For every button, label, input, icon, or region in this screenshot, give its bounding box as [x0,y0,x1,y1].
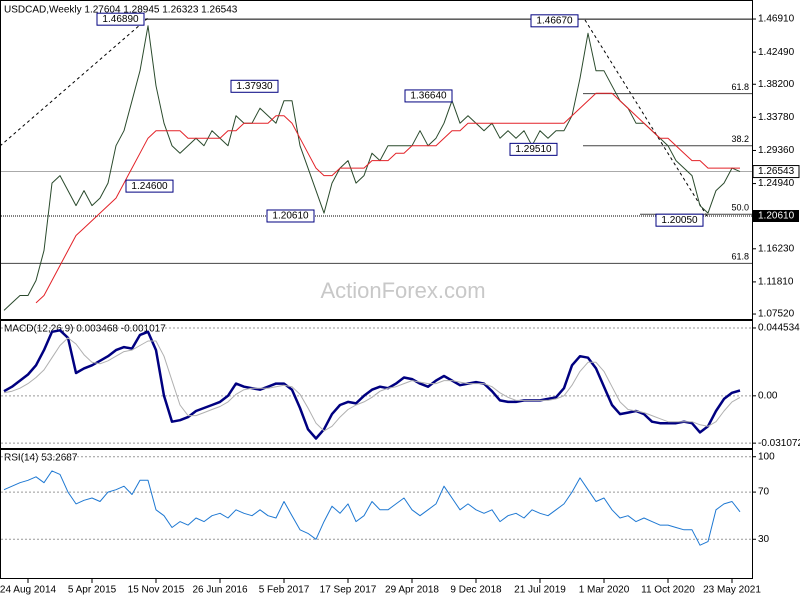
x-tick-label: 26 Jun 2016 [192,585,247,596]
y-tick-label: 1.24940 [758,178,795,189]
panel-title: MACD(12,26,9) 0.003468 -0.001017 [4,324,166,335]
y-tick-label: 1.07520 [758,309,795,320]
price-label-box [266,209,315,223]
x-tick-label: 23 May 2021 [703,585,761,596]
price-label: 1.37930 [236,81,273,92]
x-tick-label: 15 Nov 2015 [128,585,185,596]
y-tick-label: 1.33780 [758,112,795,123]
y-tick-label: 30 [758,534,770,545]
price-label-box [230,79,279,93]
x-tick-label: 5 Feb 2017 [259,585,310,596]
price-label: 1.46670 [536,15,573,26]
series-line [3,25,741,311]
y-tick-label: 0.00 [758,390,778,401]
price-label: 1.36640 [410,91,447,102]
y-tick-label: 1.46910 [758,14,795,25]
y-tick-label: -0.031072 [758,438,800,449]
x-tick-label: 17 Sep 2017 [320,585,377,596]
panel-title: RSI(14) 53.2687 [4,453,78,464]
y-tick-label: 1.42490 [758,47,795,58]
series-line [35,92,740,304]
price-label-box [404,89,453,103]
series-line [3,470,741,546]
trend-line [0,17,149,147]
y-tick-label: 1.11810 [758,277,794,288]
y-tick-label: 1.38200 [758,79,795,90]
price-label: 1.46890 [102,14,139,25]
x-tick-label: 9 Dec 2018 [450,585,502,596]
price-label: 1.29510 [515,144,552,155]
fib-label: 61.8 [731,82,749,92]
price-label-box [530,14,579,28]
rsi-panel [0,449,753,579]
price-label-box [96,12,145,26]
x-tick-label: 24 Aug 2014 [0,585,57,596]
x-tick-label: 1 Mar 2020 [579,585,630,596]
price-panel [0,0,753,320]
price-label: 1.24600 [131,181,168,192]
trend-line [584,19,708,217]
x-tick-label: 5 Apr 2015 [68,585,117,596]
last-price-box [752,165,800,179]
series-line [3,329,741,440]
x-tick-label: 11 Oct 2020 [641,585,695,596]
y-tick-label: 70 [758,487,770,498]
series-line [3,337,741,432]
macd-panel [0,320,753,449]
fib-label: 38.2 [731,134,749,144]
fib-label: 50.0 [731,203,749,213]
price-label-box [655,213,704,227]
y-tick-label: 1.29360 [758,145,795,156]
y-tick-label: 0.044534 [758,323,800,334]
x-tick-label: 29 Apr 2018 [385,585,439,596]
support-box [753,209,799,222]
last-price-label: 1.26543 [758,166,795,177]
chart-title: USDCAD,Weekly 1.27604 1.28945 1.26323 1.… [4,5,238,16]
support-label: 1.20610 [758,211,795,222]
fib-label: 61.8 [731,252,749,262]
y-tick-label: 1.16230 [758,243,795,254]
watermark: ActionForex.com [320,278,485,303]
price-label: 1.20610 [272,211,309,222]
price-label-box [125,179,174,193]
price-label-box [509,142,558,156]
x-tick-label: 21 Jul 2019 [514,585,566,596]
y-tick-label: 100 [758,451,775,462]
price-label: 1.20050 [661,215,698,226]
